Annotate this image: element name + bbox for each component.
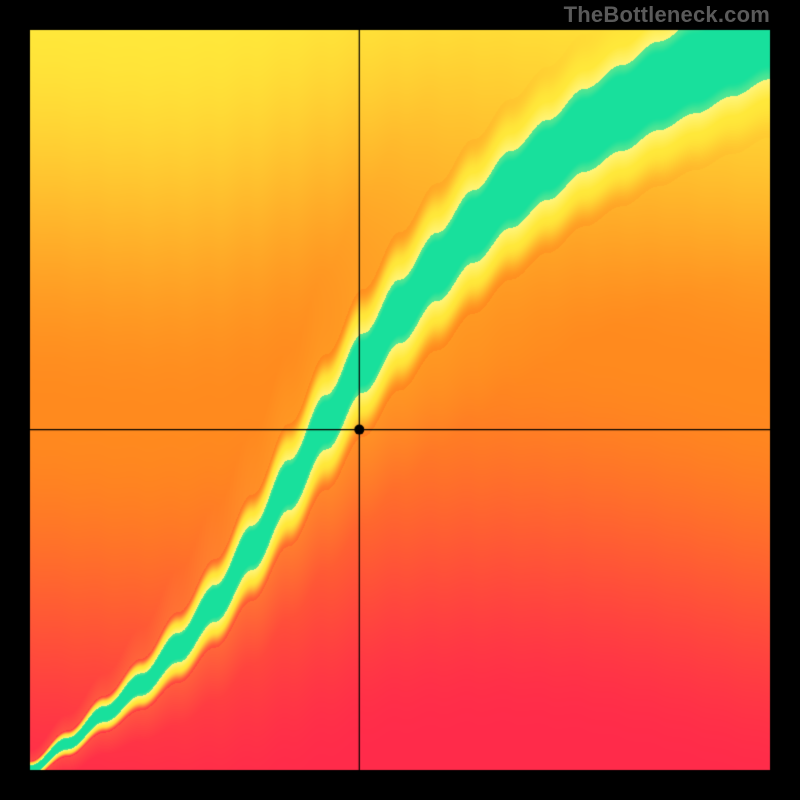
watermark-label: TheBottleneck.com: [564, 2, 770, 28]
bottleneck-heatmap: [0, 0, 800, 800]
